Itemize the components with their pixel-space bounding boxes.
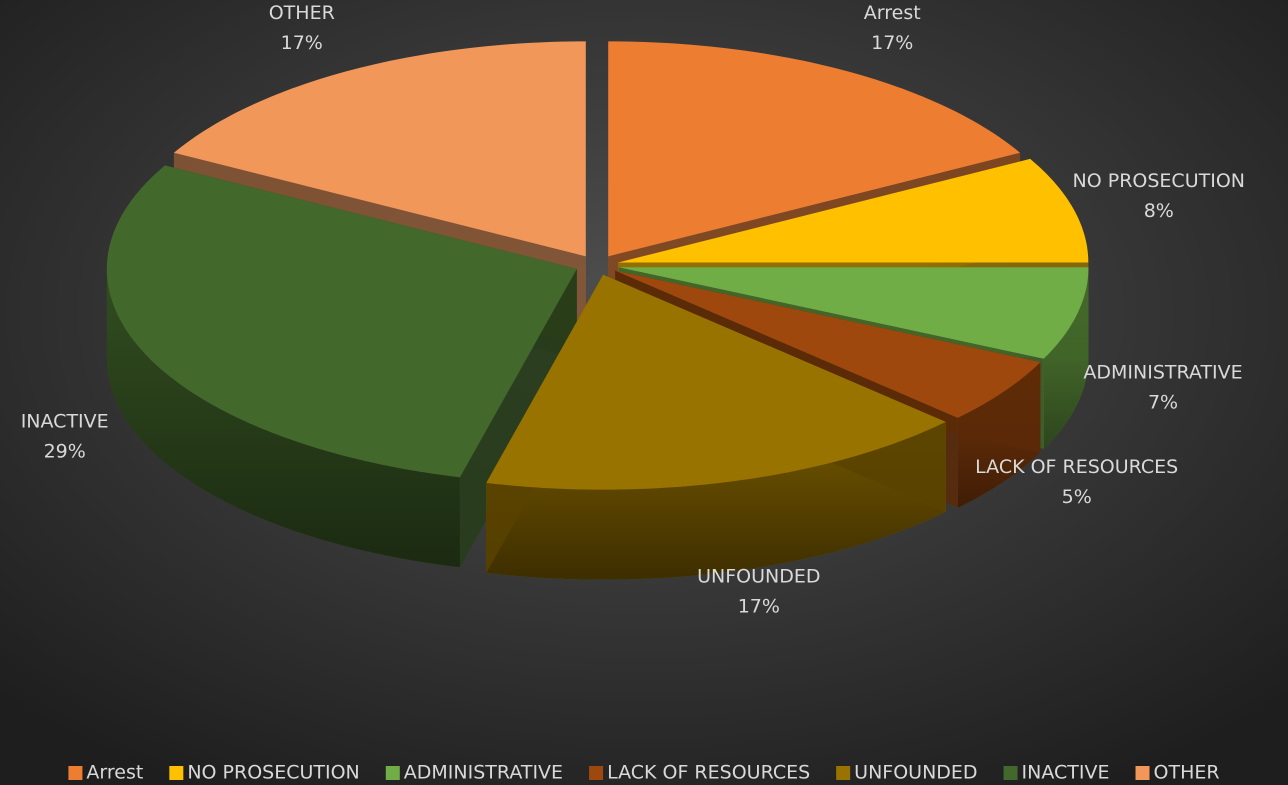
legend-swatch [169,766,184,780]
data-label-name: ADMINISTRATIVE [1083,361,1242,383]
slice [486,274,946,490]
slice [618,158,1089,263]
slice [486,274,946,580]
legend-swatch [1135,766,1150,780]
data-label-value: 17% [871,32,913,54]
slice [618,267,1089,359]
legend-swatch [836,766,851,780]
legend-label: INACTIVE [1022,762,1110,784]
data-label-name: INACTIVE [21,411,109,433]
slice [615,270,1041,418]
slice [608,41,1021,257]
pie [106,41,1089,580]
legend-swatch [589,766,604,780]
legend-swatch [68,766,83,780]
legend-label: OTHER [1154,762,1220,784]
legend-swatch [1003,766,1018,780]
legend-label: NO PROSECUTION [187,762,359,784]
data-label-name: UNFOUNDED [697,566,820,588]
legend: Arrest NO PROSECUTION ADMINISTRATIVE LACK O… [68,762,1220,784]
data-label-value: 29% [44,441,86,463]
data-label-value: 17% [281,32,323,54]
slice [106,165,577,478]
data-label-value: 8% [1144,200,1174,222]
data-label-value: 5% [1062,486,1092,508]
legend-label: ADMINISTRATIVE [404,762,563,784]
slice [173,41,586,257]
slice-side-shade [1043,267,1089,449]
slice [106,165,577,568]
data-label-name: NO PROSECUTION [1073,170,1245,192]
slice-side-shade [106,268,460,568]
data-label-name: LACK OF RESOURCES [975,456,1178,478]
legend-label: UNFOUNDED [854,762,977,784]
data-label-name: Arrest [864,2,921,24]
legend-label: Arrest [86,762,143,784]
data-label-value: 17% [738,596,780,618]
slice-side-shade [486,421,946,580]
data-label-name: OTHER [269,2,335,24]
data-labels: Arrest 17% NO PROSECUTION 8% ADMINISTRATIVE 7… [21,2,1245,618]
data-label-value: 7% [1148,391,1178,413]
legend-swatch [385,766,400,780]
legend-label: LACK OF RESOURCES [607,762,810,784]
